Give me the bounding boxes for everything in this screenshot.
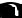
Text: (250 μg twice weekly x 4 wks), n = 9-10: (250 μg twice weekly x 4 wks), n = 9-10 <box>0 4 22 18</box>
Text: FIG. 2: FIG. 2 <box>0 1 22 18</box>
Text: Therapeutic Efficacy of MAb-CL2A-SN38 Immunoconjugates
in Capan-1 Tumor-Bearing : Therapeutic Efficacy of MAb-CL2A-SN38 Im… <box>0 3 22 18</box>
